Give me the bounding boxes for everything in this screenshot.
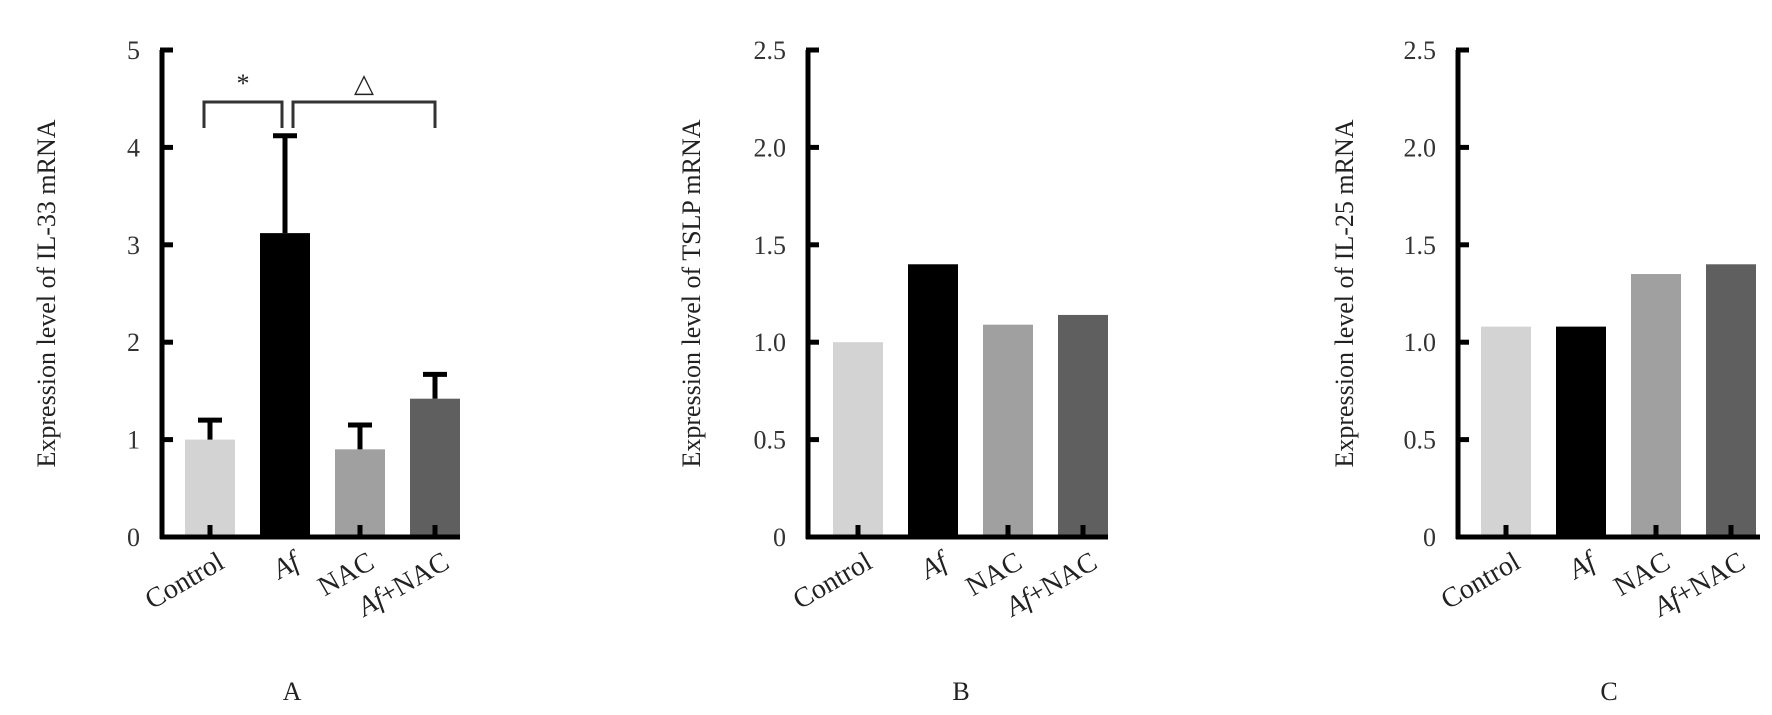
y-tick-label: 2 [127,328,140,357]
y-tick-label: 1.0 [754,328,787,357]
panel-letter: A [283,677,302,706]
x-tick-label-text: +NAC [374,546,454,610]
bar [1058,314,1108,537]
x-tick-label-text: Control [788,546,878,616]
bar [335,449,385,537]
y-tick-label: 2.0 [1404,133,1437,162]
y-tick-label: 1.5 [754,231,787,260]
y-tick-label: 1 [127,426,140,455]
y-tick-label: 1.0 [1404,328,1437,357]
bar [1481,326,1531,537]
bar [1631,274,1681,537]
bar [1706,264,1756,537]
y-tick-label: 2.5 [1404,36,1437,65]
y-tick-label: 2.0 [754,133,787,162]
x-tick-label-text: +NAC [1670,546,1750,610]
x-tick-label: Af [1562,545,1604,587]
y-tick-label: 0 [773,523,786,552]
y-tick-label: 3 [127,231,140,260]
bar [1556,326,1606,537]
x-tick-label-italic: Af [1562,545,1604,587]
x-tick-label: Control [140,546,230,616]
y-tick-label: 1.5 [1404,231,1437,260]
x-tick-label: Af [266,545,308,587]
x-tick-label: Control [1436,546,1526,616]
y-tick-label: 0 [1423,523,1436,552]
bar [260,233,310,537]
y-tick-label: 0.5 [1404,426,1437,455]
bar [983,324,1033,537]
bar [185,439,235,537]
x-tick-label-italic: Af [914,545,956,587]
significance-marker: △ [354,69,374,98]
panel-letter: B [952,677,969,706]
y-axis-label: Expression level of IL-25 mRNA [1330,119,1359,467]
x-tick-label-text: +NAC [1022,546,1102,610]
y-tick-label: 0 [127,523,140,552]
panel-letter: C [1600,677,1617,706]
x-tick-label: Af [914,545,956,587]
y-axis-label: Expression level of TSLP mRNA [677,119,706,467]
bar [908,264,958,537]
significance-bracket [202,100,284,128]
y-tick-label: 5 [127,36,140,65]
x-tick-label: Control [788,546,878,616]
x-tick-label-italic: Af [266,545,308,587]
y-tick-label: 4 [127,133,140,162]
significance-marker: * [237,69,250,98]
significance-bracket [291,100,437,128]
y-axis-label: Expression level of IL-33 mRNA [32,119,61,467]
y-tick-label: 2.5 [754,36,787,65]
x-tick-label-text: Control [1436,546,1526,616]
bar [833,342,883,537]
bar [410,398,460,537]
x-tick-label-text: Control [140,546,230,616]
y-tick-label: 0.5 [754,426,787,455]
